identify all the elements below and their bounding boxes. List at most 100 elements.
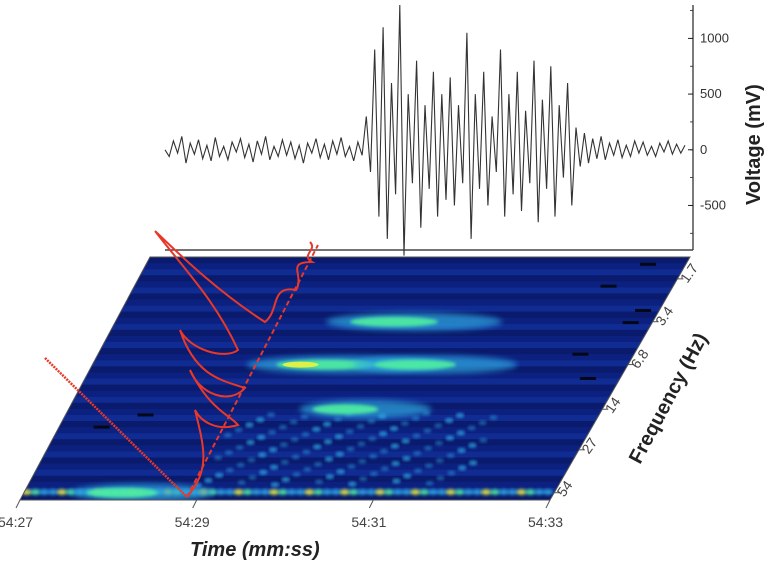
spectrogram-cell [481,489,492,496]
spectrogram-band [120,305,662,312]
spectrogram-cell [278,425,287,430]
spectrogram-cell [410,489,421,496]
spectrogram-band [55,427,592,434]
spectrogram-cell [225,468,234,473]
spectrogram-feature [373,359,457,370]
spectrogram-cell [270,465,279,470]
spectrogram-cell [359,476,368,481]
spectrogram-cell [257,435,266,440]
spectrogram-cell [300,414,309,419]
spectrogram-cell [277,489,288,496]
spectrogram-cell [281,477,290,482]
spectrogram-cell [39,489,50,496]
spectrogram-cell [413,451,422,456]
spectrogram-cell [270,482,279,487]
spectrogram-band [137,275,680,282]
spectrogram-cell [472,489,483,496]
spectrogram-speck [93,425,110,429]
spectrogram-speck [572,352,589,356]
spectrogram-cell [456,430,465,435]
spectrogram-cell [289,419,298,424]
spectrogram-cell [56,489,67,496]
spectrogram-cell [369,454,378,459]
spectrogram-cell [313,444,322,449]
spectrogram-cell [322,489,333,496]
spectrogram-cell [268,430,277,435]
spectrogram-cell [233,489,244,496]
spectrogram-cell [447,471,456,476]
spectrogram-band [72,396,610,403]
voltage-tick-label: 0 [700,142,707,157]
spectrogram-cell [392,489,403,496]
time-tick-mark [192,499,198,509]
spectrogram-speck [640,262,657,266]
spectrogram-cell [251,489,262,496]
spectrogram-cell [392,479,401,484]
voltage-tick-label: 500 [700,86,722,101]
spectrogram-cell [446,453,455,458]
spectrogram-cell [516,489,527,496]
spectrogram-cell [333,417,342,422]
spectrogram-cell [324,457,333,462]
spectrogram-cell [389,426,398,431]
spectrogram-band [130,287,673,294]
voltage-trace [164,4,686,256]
spectrogram-cell [454,489,465,496]
spectrogram-band [81,378,620,385]
spectrogram-cell [423,428,432,433]
spectrogram-cell [375,489,386,496]
time-tick-label: 54:27 [0,514,33,530]
spectrogram-cell [204,478,213,483]
voltage-axis-label: Voltage (mV) [743,84,765,205]
spectrogram-cell [325,474,334,479]
spectrogram-cell [315,479,324,484]
spectrogram-cell [236,463,245,468]
spectrogram-cell [525,489,536,496]
spectrogram-cell [291,454,300,459]
spectrogram-cell [369,471,378,476]
time-tick-mark [545,499,551,509]
time-ticks: 54:27 54:29 54:31 54:33 [0,499,563,530]
spectrogram-cell [279,442,288,447]
spectrogram-cell [357,489,368,496]
spectrogram-cell [256,417,265,422]
spectrogram-cell [402,456,411,461]
spectrogram-cell [489,489,500,496]
spectrogram-cell [295,489,306,496]
spectrogram-cell [412,433,421,438]
spectrogram-cell [425,481,434,486]
spectrogram-cell [237,480,246,485]
time-tick-label: 54:33 [528,514,563,530]
spectrogram-cell [223,433,232,438]
spectrogram-cell [216,489,227,496]
spectrogram-cell [335,452,344,457]
spectrogram-cell [303,467,312,472]
spectrogram-band [78,384,617,391]
red-axis-left [44,357,188,498]
spectrogram-cell [434,423,443,428]
spectrogram-cell [312,427,321,432]
spectrogram-band [104,335,645,343]
spectrogram-cell [334,434,343,439]
time-axis-label: Time (mm:ss) [190,539,320,561]
spectrogram-cell [424,446,433,451]
spectrogram-band [85,372,624,379]
spectrogram-cell [302,449,311,454]
voltage-tick-label: -500 [700,197,726,212]
spectrogram-cell [391,461,400,466]
spectrogram-cell [224,489,235,496]
spectrogram-speck [137,413,154,417]
spectrogram-feature [86,487,159,498]
spectrogram-cell [489,415,498,420]
spectrogram-cell [247,457,256,462]
spectrogram-cell [534,489,545,496]
spectrogram-cell [383,489,394,496]
spectrogram-cell [467,425,476,430]
spectrogram-cell [457,448,466,453]
spectrogram-cell [435,458,444,463]
voltage-panel: 1000 500 0 -500 Voltage (mV) [164,4,765,256]
spectrogram-cell [235,445,244,450]
spectrogram-cell [445,418,454,423]
spectrogram-cell [215,473,224,478]
